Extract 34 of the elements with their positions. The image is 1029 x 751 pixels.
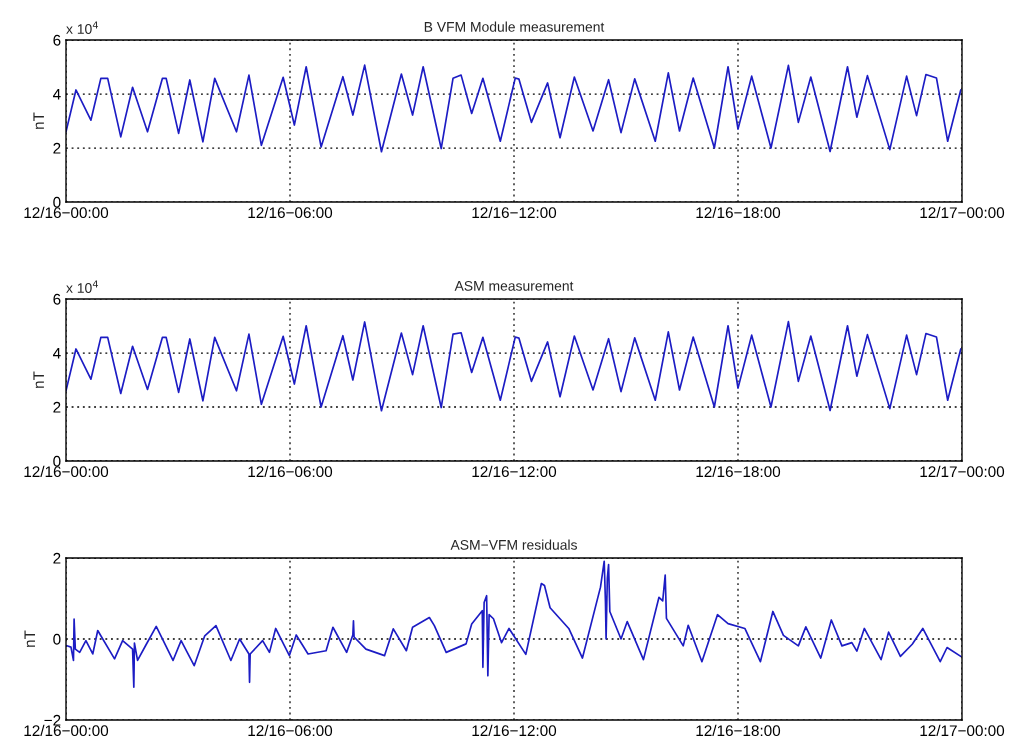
x-tick-label: 12/17−00:00 bbox=[920, 206, 1005, 219]
x-tick-label: 12/16−12:00 bbox=[472, 465, 557, 478]
x-tick-label: 12/16−00:00 bbox=[24, 724, 109, 737]
x-tick-label: 12/16−18:00 bbox=[696, 465, 781, 478]
x-tick-label: 12/16−18:00 bbox=[696, 724, 781, 737]
y-tick-label: 2 bbox=[53, 142, 61, 154]
y-tick-label: 0 bbox=[53, 455, 61, 467]
chart-title: ASM measurement bbox=[454, 280, 574, 291]
y-tick-label: 4 bbox=[52, 348, 61, 359]
text: x 10$^{4}$ bbox=[66, 280, 99, 293]
x-tick-label: 12/16−18:00 bbox=[696, 206, 781, 219]
y-tick-label: −2 bbox=[44, 714, 61, 726]
y-axis-title: nT bbox=[24, 630, 35, 647]
x-tick-label: 12/16−00:00 bbox=[24, 465, 109, 478]
x-tick-label: 12/16−06:00 bbox=[248, 465, 333, 478]
y-tick-label: 2 bbox=[53, 401, 61, 413]
y-tick-label: 4 bbox=[52, 89, 61, 100]
y-axis-title: nT bbox=[33, 371, 44, 388]
x-tick-label: 12/16−12:00 bbox=[472, 724, 557, 737]
y-tick-label: 0 bbox=[53, 633, 61, 645]
x-tick-label: 12/16−06:00 bbox=[248, 206, 333, 219]
y-tick-label: 2 bbox=[53, 552, 61, 564]
x-tick-label: 12/16−06:00 bbox=[248, 724, 333, 737]
x-tick-label: 12/16−12:00 bbox=[472, 206, 557, 219]
y-tick-label: 6 bbox=[53, 293, 61, 305]
y-tick-label: 6 bbox=[53, 34, 61, 46]
y-axis-title: nT bbox=[33, 112, 44, 129]
y-tick-label: 0 bbox=[53, 196, 61, 208]
x-tick-label: 12/16−00:00 bbox=[24, 206, 109, 219]
chart-title: B VFM Module measurement bbox=[424, 21, 605, 32]
chart-title: ASM−VFM residuals bbox=[450, 539, 577, 550]
text: x 10$^{4}$ bbox=[66, 21, 99, 34]
x-tick-label: 12/17−00:00 bbox=[920, 465, 1005, 478]
x-tick-label: 12/17−00:00 bbox=[920, 724, 1005, 737]
